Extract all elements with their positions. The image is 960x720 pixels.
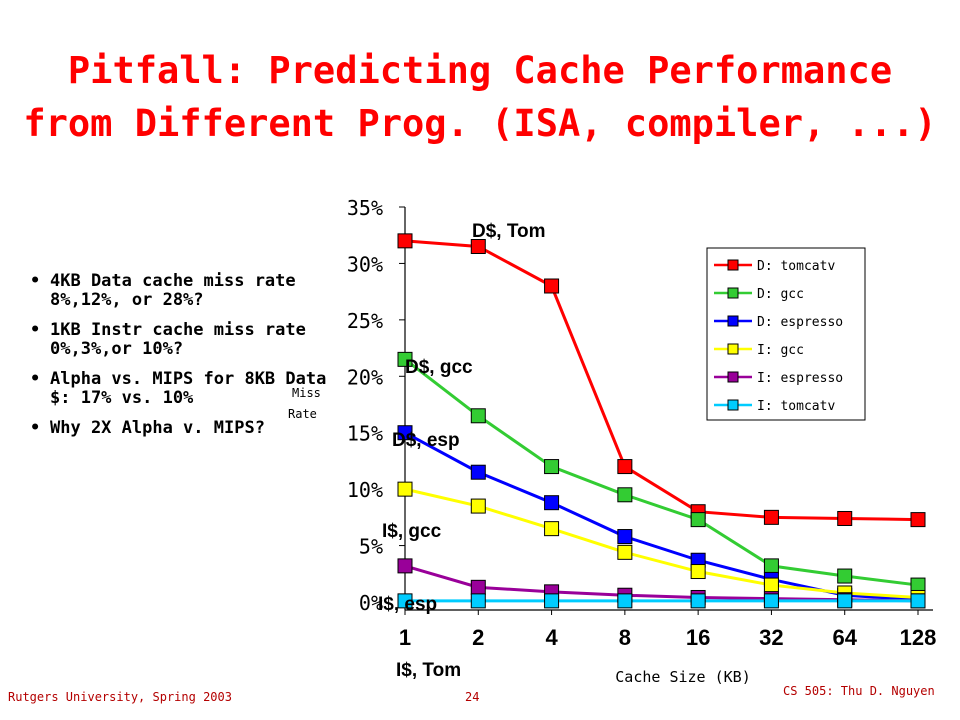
chart-annotation: I$, esp — [378, 594, 437, 615]
chart-annotations: D$, Tom D$, gcc D$, esp I$, gcc I$, esp I$, T… — [378, 221, 546, 681]
data-point — [544, 521, 560, 537]
data-point — [544, 593, 560, 609]
data-point — [397, 481, 413, 497]
data-point — [910, 512, 926, 528]
chart-legend: D: tomcatv D: gcc D: espresso I: gcc I: espr… — [706, 247, 866, 421]
chart-annotation: D$, Tom — [472, 221, 546, 242]
data-point — [470, 498, 486, 514]
x-tick-label: 32 — [759, 625, 783, 650]
legend-marker — [727, 315, 739, 327]
data-point — [690, 593, 706, 609]
data-point — [617, 593, 633, 609]
data-point — [397, 425, 413, 441]
footer-left: Rutgers University, Spring 2003 — [8, 690, 232, 704]
legend-label: D: tomcatv — [757, 259, 835, 274]
legend-label: D: espresso — [757, 315, 843, 330]
data-point — [397, 233, 413, 249]
data-point — [763, 509, 779, 525]
data-point — [837, 510, 853, 526]
footer-right: CS 505: Thu D. Nguyen — [783, 684, 935, 698]
legend-marker — [727, 399, 739, 411]
y-tick-label: 30% — [347, 252, 383, 276]
data-point — [397, 558, 413, 574]
data-point — [470, 593, 486, 609]
chart-annotation: I$, gcc — [382, 521, 442, 542]
y-axis-label: Miss — [292, 386, 321, 400]
y-tick-label: 15% — [347, 422, 383, 446]
data-point — [617, 459, 633, 475]
legend-marker — [727, 259, 739, 271]
data-point — [470, 579, 486, 595]
data-point — [690, 512, 706, 528]
bullet-item: 1KB Instr cache miss rate 0%,3%,or 10%? — [30, 321, 330, 359]
data-point — [470, 408, 486, 424]
data-point — [617, 529, 633, 545]
page-number: 24 — [465, 690, 480, 704]
legend-box — [706, 247, 866, 421]
data-point — [397, 593, 413, 609]
data-point — [763, 593, 779, 609]
data-point — [544, 278, 560, 294]
x-axis-label: Cache Size (KB) — [615, 668, 750, 686]
y-tick-label: 20% — [347, 365, 383, 389]
legend-label: I: espresso — [757, 371, 843, 386]
x-tick-label: 2 — [472, 625, 484, 650]
data-point — [470, 239, 486, 254]
y-tick-label: 10% — [347, 478, 383, 502]
chart-series — [397, 233, 926, 609]
data-point — [763, 558, 779, 574]
y-tick-label: 5% — [359, 535, 383, 559]
legend-marker — [727, 287, 739, 299]
legend-label: D: gcc — [757, 287, 804, 302]
slide-title: Pitfall: Predicting Cache Performance fr… — [23, 49, 937, 145]
chart-annotation: D$, gcc — [405, 357, 473, 378]
x-tick-label: 1 — [399, 625, 411, 650]
bullet-item: 4KB Data cache miss rate 8%,12%, or 28%? — [30, 272, 330, 310]
data-point — [617, 544, 633, 560]
series-line — [404, 239, 919, 522]
data-point — [617, 487, 633, 503]
data-point — [837, 568, 853, 584]
legend-label: I: gcc — [757, 343, 804, 358]
y-tick-label: 35% — [347, 196, 383, 220]
y-axis-label: Rate — [288, 407, 317, 421]
chart-annotation: D$, esp — [392, 430, 460, 451]
x-tick-label: 4 — [545, 625, 558, 650]
bullet-list: 4KB Data cache miss rate 8%,12%, or 28%?… — [30, 272, 330, 449]
data-point — [910, 577, 926, 593]
data-point — [397, 351, 413, 367]
y-tick-label: 25% — [347, 309, 383, 333]
chart-annotation: I$, Tom — [396, 660, 461, 681]
x-tick-label: 8 — [619, 625, 631, 650]
x-tick-label: 128 — [900, 625, 937, 650]
x-tick-label: 64 — [832, 625, 857, 650]
data-point — [690, 564, 706, 580]
data-point — [544, 495, 560, 511]
series-line — [404, 358, 919, 587]
legend-label: I: tomcatv — [757, 399, 835, 414]
x-tick-label: 16 — [686, 625, 710, 650]
data-point — [470, 464, 486, 480]
bullet-item: Why 2X Alpha v. MIPS? — [30, 419, 330, 439]
y-tick-label: 0% — [359, 591, 383, 615]
chart-axes: 0% 5% 10% 15% 20% 25% 30% 35% 1 2 4 8 16 32 64 128 Cache… — [288, 196, 936, 686]
bullet-item: Alpha vs. MIPS for 8KB Data $: 17% vs. 1… — [30, 370, 330, 408]
legend-marker — [727, 371, 739, 383]
data-point — [837, 593, 853, 609]
data-point — [763, 577, 779, 593]
data-point — [544, 459, 560, 475]
series-line — [404, 487, 919, 599]
legend-marker — [727, 343, 739, 355]
data-point — [910, 593, 926, 609]
